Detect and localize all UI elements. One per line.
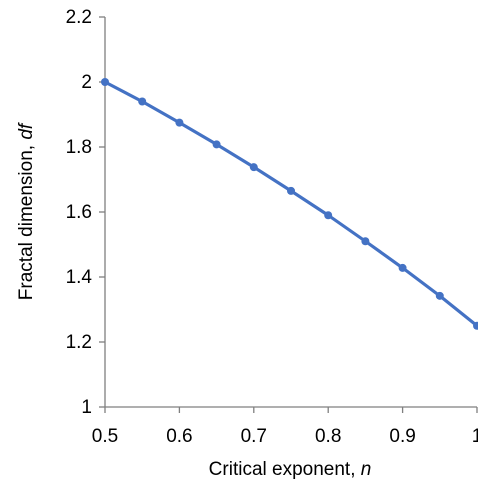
y-axis-label: Fractal dimension, df: [16, 122, 37, 300]
y-tick-label: 2: [81, 72, 92, 93]
data-point: [398, 263, 407, 272]
y-axis-label-text: Fractal dimension,: [16, 140, 37, 301]
x-tick-label: 1: [472, 426, 478, 447]
y-tick-label: 1.2: [66, 332, 92, 353]
data-point: [361, 237, 370, 246]
y-tick-label: 1.6: [66, 202, 92, 223]
data-point: [473, 321, 478, 330]
x-tick-label: 0.8: [315, 426, 341, 447]
x-axis-label-symbol: n: [361, 459, 372, 480]
x-tick-label: 0.6: [166, 426, 192, 447]
x-tick-label: 0.7: [241, 426, 267, 447]
data-point: [324, 211, 333, 220]
data-point: [249, 163, 258, 172]
x-axis-label: Critical exponent, n: [209, 459, 372, 480]
x-tick-label: 0.9: [389, 426, 415, 447]
x-tick-label: 0.5: [92, 426, 118, 447]
y-tick-label: 1: [81, 397, 92, 418]
data-line: [104, 80, 478, 327]
y-tick-label: 1.8: [66, 137, 92, 158]
y-tick-label: 1.4: [66, 267, 93, 288]
y-tick-label: 2.2: [66, 7, 92, 28]
data-point: [101, 78, 109, 86]
y-axis-label-symbol: df: [16, 122, 37, 140]
data-point: [212, 140, 221, 149]
plot-area: 1 1.2 1.4 1.6 1.8 2 2.2 0.5 0.6 0.7 0.8 0.9 1: [66, 7, 478, 447]
data-point: [138, 97, 147, 106]
data-point: [175, 118, 184, 127]
data-point: [287, 186, 295, 195]
data-point: [435, 291, 444, 300]
x-axis-label-text: Critical exponent,: [209, 459, 361, 480]
